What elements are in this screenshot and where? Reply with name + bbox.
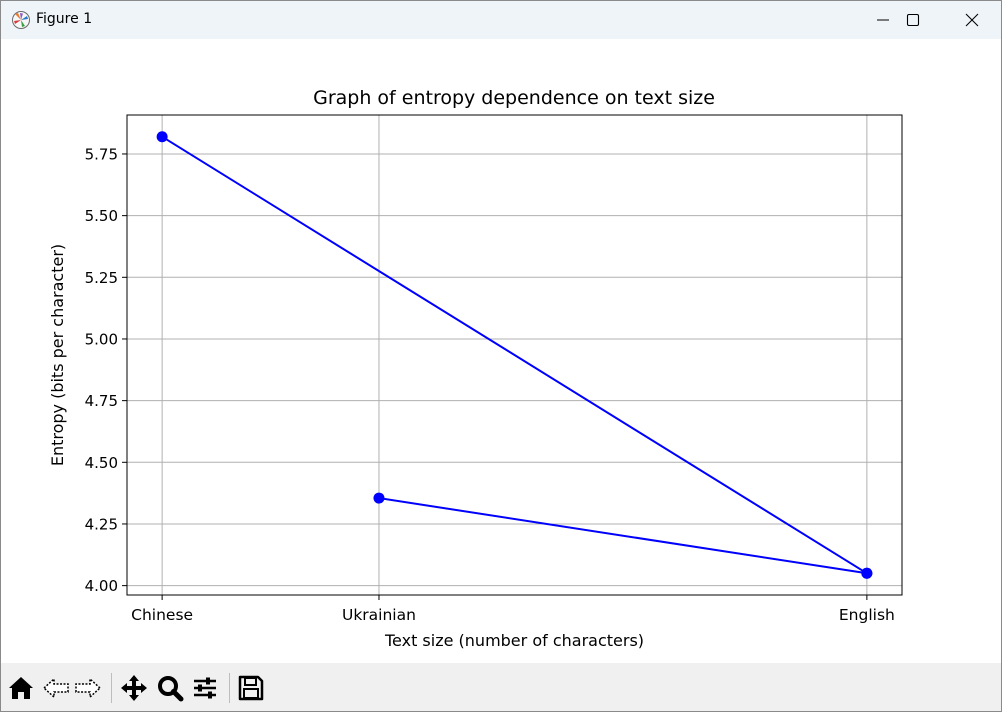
y-tick-label: 4.50	[85, 454, 118, 472]
x-axis-label: Text size (number of characters)	[384, 631, 644, 650]
maximize-button[interactable]	[884, 1, 942, 39]
forward-button[interactable]	[73, 673, 103, 703]
x-tick-label: English	[839, 606, 895, 624]
configure-subplots-button[interactable]	[190, 673, 220, 703]
x-tick-label: Chinese	[131, 606, 193, 624]
save-icon	[238, 675, 264, 701]
y-tick-label: 4.00	[85, 577, 118, 595]
figure-canvas[interactable]: Graph of entropy dependence on text size…	[1, 39, 1001, 663]
back-icon	[42, 677, 69, 699]
close-button[interactable]	[943, 1, 1001, 39]
data-point	[373, 492, 385, 504]
y-tick-label: 4.25	[85, 515, 118, 533]
close-icon	[965, 13, 979, 27]
navigation-toolbar	[1, 663, 1001, 711]
home-button[interactable]	[6, 673, 36, 703]
line-chart: Graph of entropy dependence on text size…	[48, 87, 903, 650]
window-title: Figure 1	[36, 11, 93, 27]
y-axis-label: Entropy (bits per character)	[48, 244, 67, 466]
y-tick-label: 4.75	[85, 392, 118, 410]
matplotlib-app-icon	[11, 10, 31, 30]
axis-ticks: 4.00 4.25 4.50 4.75 5.00 5.25 5.50 5.75 Chinese U…	[85, 145, 895, 624]
forward-icon	[75, 677, 102, 699]
zoom-button[interactable]	[155, 673, 185, 703]
toolbar-separator	[229, 673, 230, 703]
minimize-button[interactable]	[854, 1, 912, 39]
save-button[interactable]	[236, 673, 266, 703]
pan-button[interactable]	[119, 673, 149, 703]
toolbar-separator	[111, 673, 112, 703]
chart-title: Graph of entropy dependence on text size	[313, 87, 715, 109]
y-tick-label: 5.25	[85, 269, 118, 287]
y-tick-label: 5.75	[85, 145, 118, 163]
y-tick-label: 5.50	[85, 207, 118, 225]
home-icon	[9, 677, 33, 699]
series-layer	[156, 131, 873, 579]
data-point	[156, 131, 168, 143]
x-tick-label: Ukrainian	[342, 606, 416, 624]
grid-lines	[127, 115, 902, 595]
y-tick-label: 5.00	[85, 330, 118, 348]
zoom-icon	[158, 676, 184, 702]
maximize-icon	[906, 13, 920, 27]
minimize-icon	[877, 19, 889, 21]
title-bar[interactable]: Figure 1	[1, 1, 1001, 39]
configure-subplots-icon	[194, 677, 216, 699]
back-button[interactable]	[41, 673, 71, 703]
data-point	[861, 567, 873, 579]
pan-icon	[121, 675, 147, 701]
series-line	[161, 135, 868, 575]
axes-frame	[126, 114, 903, 596]
